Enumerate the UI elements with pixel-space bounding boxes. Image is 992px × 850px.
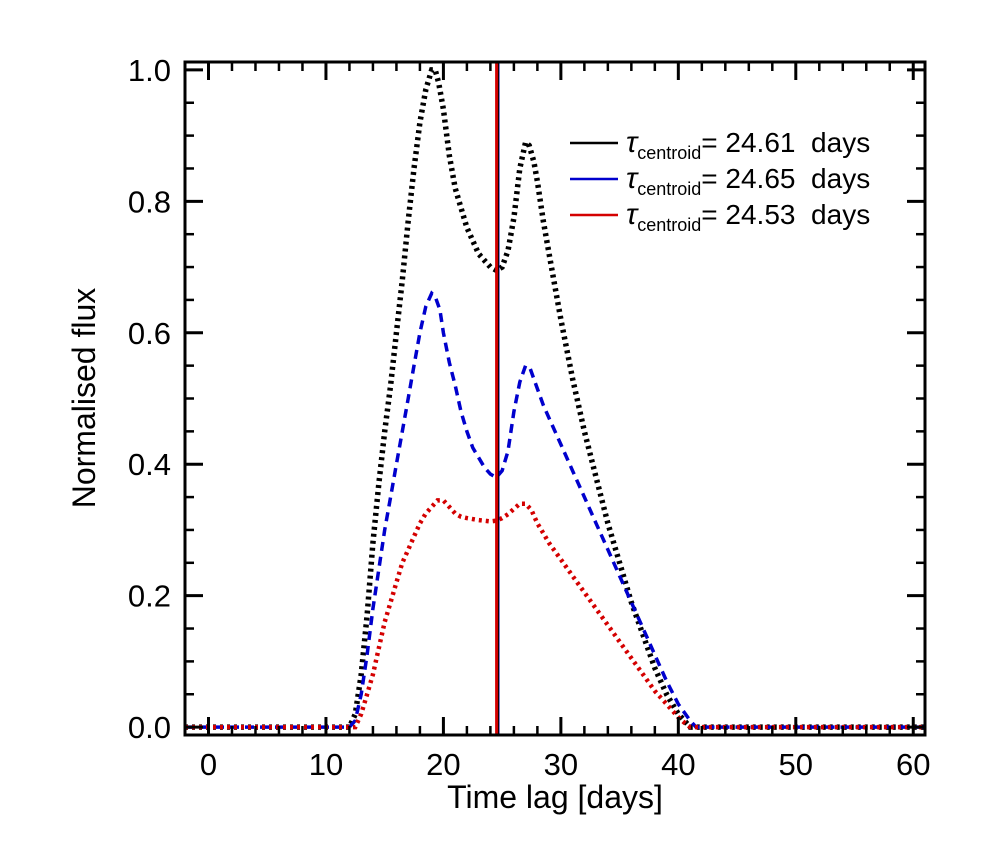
x-tick-label: 30 bbox=[544, 747, 578, 782]
x-tick-label: 60 bbox=[896, 747, 930, 782]
x-axis-title: Time lag [days] bbox=[447, 779, 663, 815]
y-tick-label: 1.0 bbox=[128, 53, 171, 88]
x-tick-label: 20 bbox=[426, 747, 460, 782]
legend-entry: τcentroid= 24.65 days bbox=[626, 162, 870, 199]
x-tick-label: 40 bbox=[661, 747, 695, 782]
y-tick-label: 0.8 bbox=[128, 184, 171, 219]
y-axis-title: Normalised flux bbox=[66, 288, 102, 509]
legend-entry: τcentroid= 24.61 days bbox=[626, 126, 870, 163]
series-blue-transfer-function bbox=[185, 290, 925, 729]
series-red-transfer-function bbox=[185, 498, 925, 730]
y-tick-label: 0.0 bbox=[128, 710, 171, 745]
legend-entry: τcentroid= 24.53 days bbox=[626, 198, 870, 235]
y-tick-label: 0.6 bbox=[128, 316, 171, 351]
x-tick-label: 10 bbox=[309, 747, 343, 782]
x-tick-label: 50 bbox=[779, 747, 813, 782]
x-tick-label: 0 bbox=[200, 747, 217, 782]
series-black-transfer-function bbox=[185, 67, 925, 730]
y-tick-label: 0.2 bbox=[128, 579, 171, 614]
y-tick-label: 0.4 bbox=[128, 447, 171, 482]
plot-layer: 0 10 20 30 40 50 60 0.0 0.2 0.4 0.6 0.8 1.0 bbox=[128, 53, 931, 782]
